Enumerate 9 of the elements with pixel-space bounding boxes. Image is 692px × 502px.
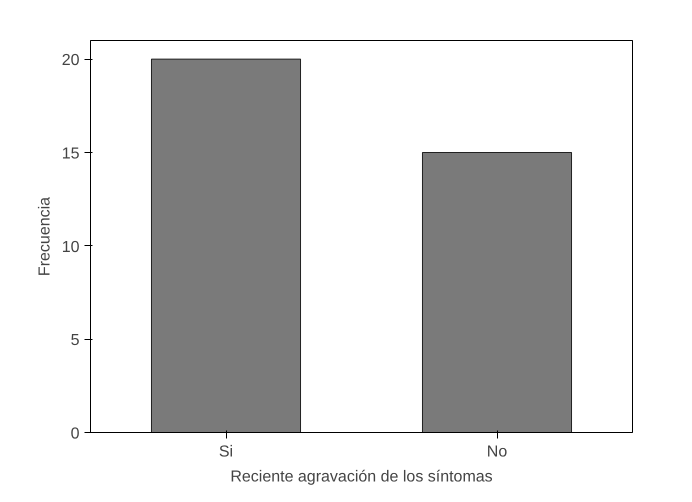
y-tick-label: 20	[62, 52, 80, 70]
y-tick-label: 5	[70, 332, 80, 350]
y-tick-label: 0	[70, 426, 80, 442]
x-axis-title: Reciente agravación de los síntomas	[230, 468, 493, 486]
y-axis-title: Frecuencia	[36, 196, 54, 276]
y-tick-label: 10	[62, 238, 80, 256]
x-tick-label: No	[486, 444, 508, 460]
x-tick-label: Si	[218, 444, 234, 460]
y-tick-label: 15	[62, 146, 80, 162]
